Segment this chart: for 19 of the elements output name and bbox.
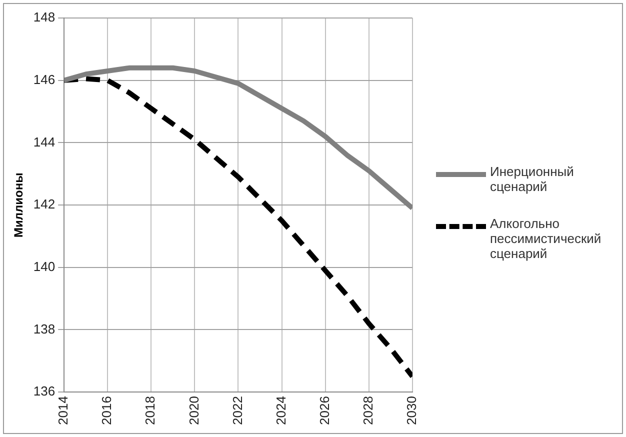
y-axis-title: Миллионы — [12, 172, 26, 238]
x-tick-label: 2022 — [230, 396, 245, 425]
y-tick-label: 148 — [33, 10, 56, 25]
x-tick-label: 2024 — [273, 396, 288, 425]
x-tick-label: 2016 — [99, 396, 114, 425]
x-tick-label: 2020 — [186, 396, 202, 425]
y-tick-label: 144 — [33, 134, 56, 150]
x-tick-label: 2028 — [360, 396, 376, 425]
y-tick-label: 140 — [33, 258, 56, 274]
legend-label: Алкогольно пессимистический сценарий — [490, 216, 602, 261]
y-tick-label: 146 — [33, 72, 56, 87]
y-tick-label: 136 — [33, 384, 56, 399]
legend-label: Инерционный сценарий — [490, 164, 575, 194]
x-tick-label: 2030 — [404, 396, 419, 425]
y-tick-label: 142 — [33, 196, 56, 212]
y-tick-label: 138 — [33, 321, 56, 336]
x-tick-label: 2018 — [142, 396, 158, 425]
x-tick-label: 2014 — [56, 396, 71, 425]
x-tick-label: 2026 — [316, 396, 332, 425]
